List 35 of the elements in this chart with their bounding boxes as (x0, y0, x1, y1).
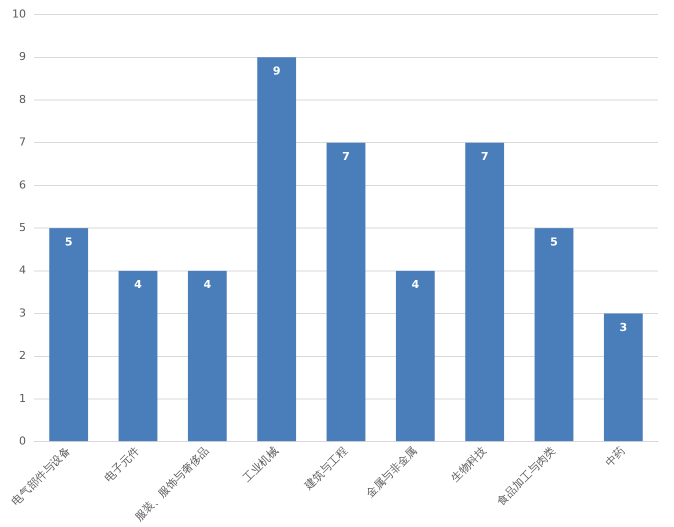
bar (534, 228, 574, 442)
y-tick-label: 1 (18, 392, 26, 405)
bar (604, 314, 643, 442)
x-tick-label: 中药 (602, 444, 628, 470)
x-tick-label: 食品加工与肉类 (494, 444, 558, 508)
bar (49, 228, 88, 442)
y-tick-label: 8 (18, 92, 26, 106)
data-label: 3 (620, 320, 628, 334)
data-label: 4 (412, 278, 420, 292)
data-label: 9 (272, 64, 280, 78)
bar (326, 142, 366, 442)
y-tick-label: 5 (18, 220, 26, 234)
bar (396, 270, 435, 442)
y-tick-label: 6 (18, 178, 26, 192)
x-tick-label: 电子元件 (102, 444, 142, 485)
y-tick-label: 7 (18, 136, 26, 149)
y-tick-label: 10 (12, 7, 26, 20)
data-label: 7 (480, 150, 488, 164)
data-label: 7 (342, 150, 350, 164)
data-label: 4 (134, 278, 142, 292)
x-tick-label: 工业机械 (240, 444, 281, 485)
bar (257, 57, 296, 442)
bar (465, 142, 504, 442)
y-tick-label: 9 (18, 50, 26, 64)
y-tick-label: 2 (18, 349, 26, 362)
y-tick-label: 4 (18, 264, 26, 277)
x-tick-label: 生物科技 (448, 444, 489, 485)
y-tick-label: 3 (18, 306, 26, 320)
data-label: 5 (64, 235, 72, 248)
x-tick-label: 金属与非金属 (364, 444, 420, 500)
x-tick-label: 建筑与工程 (301, 444, 350, 494)
bar (188, 270, 227, 442)
data-label: 4 (204, 278, 212, 292)
bar (118, 270, 158, 442)
data-label: 5 (550, 235, 558, 248)
